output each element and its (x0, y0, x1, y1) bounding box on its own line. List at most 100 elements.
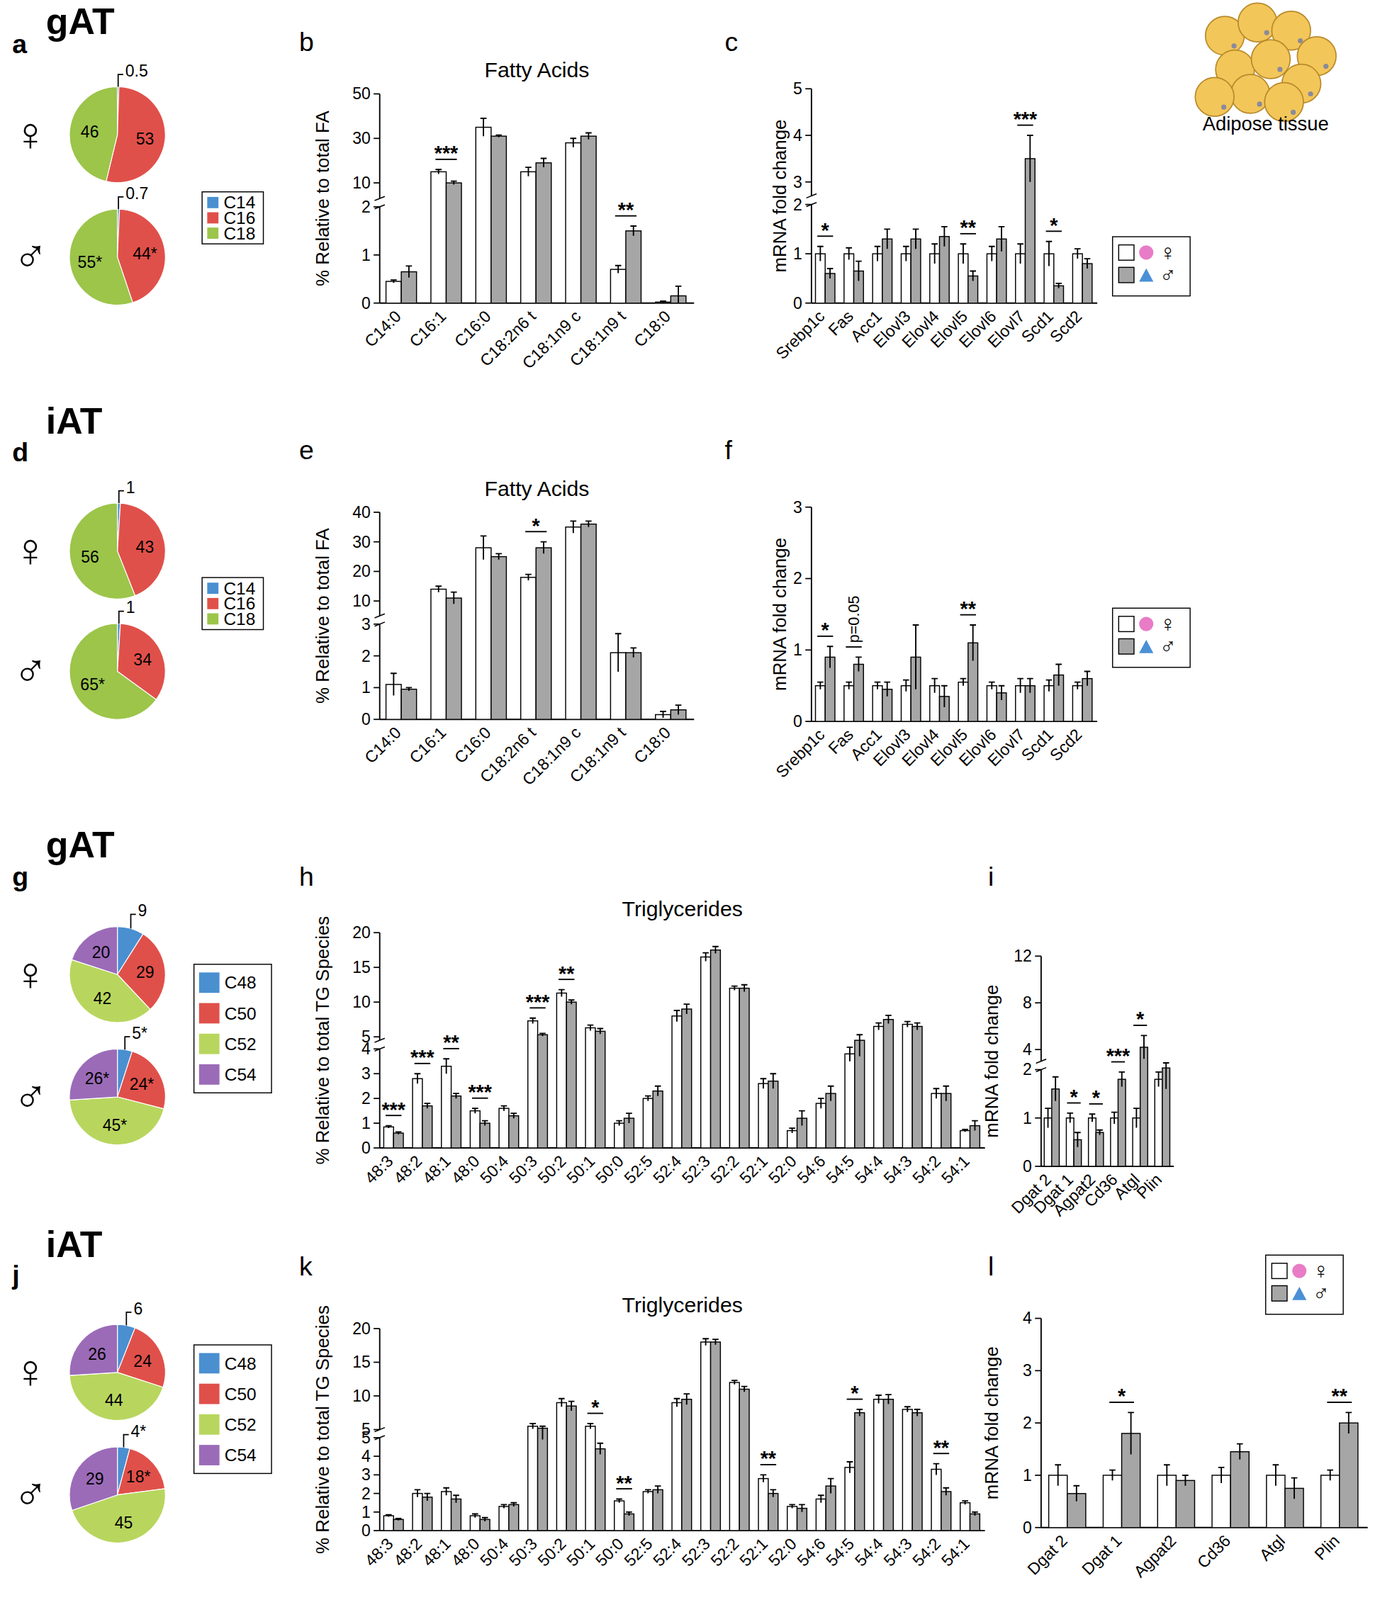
legend-label: C52 (224, 1415, 257, 1435)
error-bar (845, 248, 852, 261)
bar (446, 182, 463, 304)
bar (939, 236, 950, 304)
adipocyte-nucleus (1221, 104, 1227, 110)
legend-swatch (1118, 638, 1135, 655)
plot-area (383, 1338, 980, 1531)
y-tick (373, 571, 380, 573)
error-bar (406, 265, 413, 278)
bar (642, 1491, 653, 1531)
error-bar (885, 1015, 892, 1025)
chart-title: Fatty Acids (484, 58, 590, 82)
data-label: 53 (136, 129, 155, 149)
x-tick-label: 50:3 (505, 1534, 541, 1570)
error-bar (452, 1495, 460, 1503)
error-bar (1236, 1444, 1244, 1461)
error-bar (1111, 1112, 1118, 1125)
axis-break (374, 613, 385, 619)
x-tick-label: 52:2 (706, 1151, 743, 1188)
error-bar (827, 268, 834, 279)
y-axis-line (379, 624, 381, 720)
bar (958, 682, 969, 722)
pie (69, 209, 166, 305)
y-tick-label: 8 (1022, 993, 1032, 1013)
bar (386, 281, 402, 304)
plot-area (815, 135, 1093, 304)
error-bar (712, 1339, 719, 1346)
adipocyte-nucleus (1307, 91, 1313, 97)
tissue-label: gAT (46, 0, 115, 42)
legend-swatch (1118, 245, 1135, 261)
bar (441, 1491, 452, 1531)
bar (610, 269, 626, 304)
y-tick (373, 1073, 380, 1075)
significance-label: * (1069, 1085, 1079, 1109)
plot-area (1044, 1035, 1170, 1167)
legend: C14C16C18 (202, 577, 263, 630)
bar (451, 1096, 462, 1149)
y-axis-label: mRNA fold change (981, 985, 1002, 1139)
y-tick (373, 1097, 380, 1100)
legend-label: ♀ (1312, 1258, 1330, 1284)
y-tick-label: 1 (361, 1503, 371, 1522)
bar (642, 1098, 653, 1149)
y-tick (805, 134, 812, 137)
y-axis-line (379, 512, 381, 616)
y-tick-label: 10 (352, 591, 371, 611)
error-bar (481, 1121, 489, 1127)
legend-swatch (206, 598, 219, 610)
y-tick (373, 655, 380, 658)
x-tick-label: 52:4 (649, 1534, 685, 1570)
error-bar (1044, 1108, 1052, 1128)
x-tick-label: 48:1 (418, 1151, 455, 1188)
bar (931, 1093, 942, 1149)
bar (1066, 1118, 1074, 1167)
adipocyte-nucleus (1323, 63, 1329, 69)
error-bar (1127, 1412, 1135, 1455)
x-tick-label: 48:1 (418, 1534, 455, 1570)
x-tick-label: 54:2 (908, 1534, 945, 1570)
significance-label: * (1092, 1086, 1101, 1110)
error-bar (817, 246, 824, 262)
significance-label: *** (381, 1098, 406, 1122)
error-bar (845, 682, 852, 690)
legend-label: ♀ (1159, 610, 1177, 637)
error-bar (585, 132, 592, 139)
bar (1095, 1132, 1104, 1167)
y-tick-label: 0 (361, 1139, 371, 1158)
error-bar (630, 226, 637, 237)
bar (787, 1506, 798, 1531)
error-bar (1155, 1072, 1162, 1087)
significance-label: ** (960, 597, 977, 621)
bar (556, 1402, 567, 1531)
y-tick-label: 1 (793, 244, 803, 263)
bar (528, 1426, 538, 1531)
error-bar (414, 1073, 422, 1084)
error-bar (568, 1401, 575, 1412)
error-bar (569, 138, 577, 148)
bar (768, 1494, 779, 1531)
significance-label: * (532, 514, 541, 538)
x-tick-label: C18:0 (630, 723, 675, 768)
x-tick-label: 52:4 (649, 1151, 685, 1188)
error-bar (1084, 258, 1091, 269)
error-bar (971, 1512, 979, 1517)
y-tick (1034, 1318, 1042, 1320)
pie (69, 1447, 166, 1544)
bar (479, 1123, 490, 1149)
legend-marker (1139, 640, 1154, 654)
error-bar (654, 1086, 662, 1097)
error-bar (540, 158, 548, 168)
error-bar (568, 1000, 575, 1005)
pie (69, 503, 166, 599)
panel-label: h (299, 861, 314, 892)
x-tick-label: 54:2 (908, 1151, 945, 1188)
chart-title: Triglycerides (622, 897, 743, 921)
adipocyte-nucleus (1256, 101, 1262, 107)
error-bar (933, 1464, 940, 1476)
error-bar (1272, 1465, 1280, 1487)
x-tick-label: C18:1n9 t (566, 306, 630, 370)
legend-swatch (199, 1353, 220, 1375)
error-bar (615, 1499, 623, 1503)
leader-line (118, 74, 124, 87)
y-axis-line (1040, 956, 1042, 1062)
